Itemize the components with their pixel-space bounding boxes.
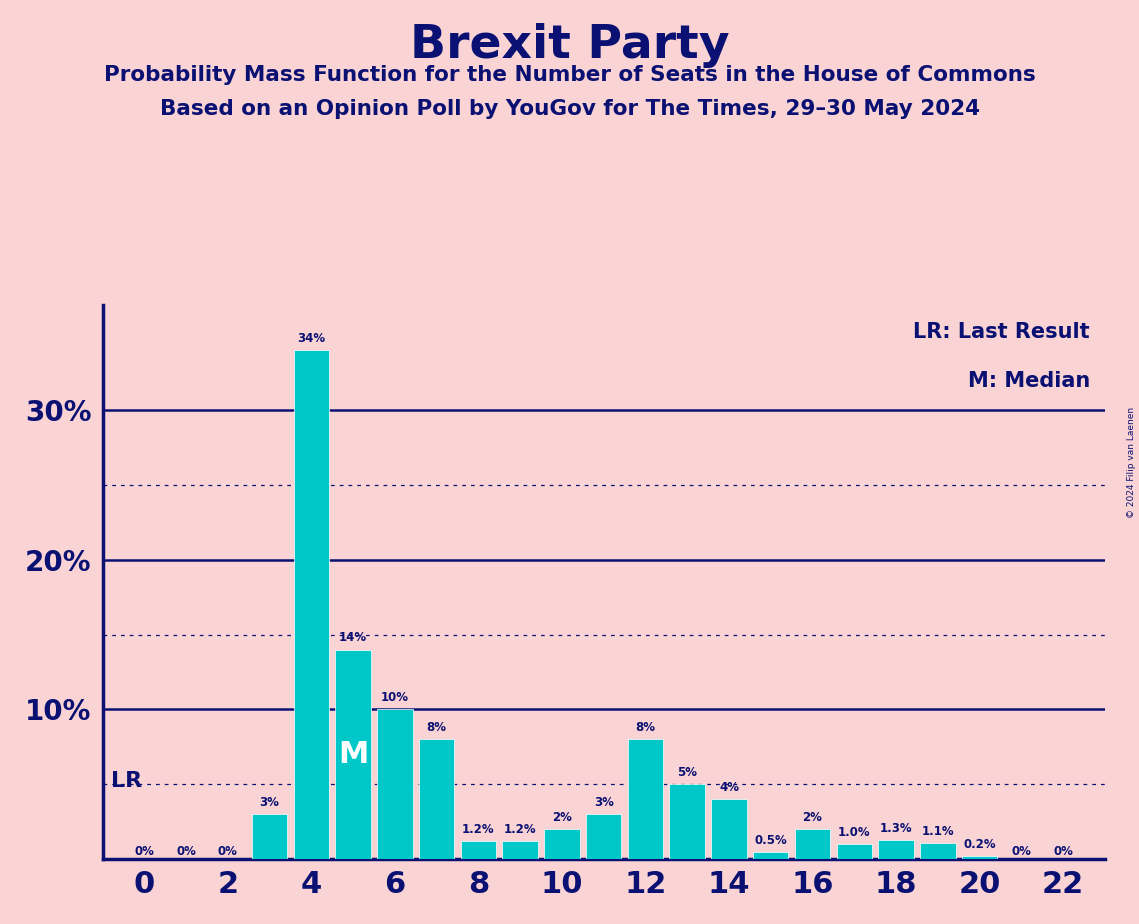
Text: 2%: 2% <box>803 811 822 824</box>
Bar <box>252 814 287 859</box>
Bar <box>419 739 454 859</box>
Text: Probability Mass Function for the Number of Seats in the House of Commons: Probability Mass Function for the Number… <box>104 65 1035 85</box>
Text: 1.0%: 1.0% <box>838 826 870 839</box>
Bar <box>753 852 788 859</box>
Text: 34%: 34% <box>297 332 326 345</box>
Text: 3%: 3% <box>260 796 279 809</box>
Bar <box>670 784 705 859</box>
Text: 5%: 5% <box>678 766 697 779</box>
Bar <box>961 857 998 859</box>
Bar <box>294 350 329 859</box>
Text: 1.2%: 1.2% <box>462 823 494 836</box>
Bar <box>711 799 747 859</box>
Text: LR: Last Result: LR: Last Result <box>913 322 1090 342</box>
Text: 0%: 0% <box>218 845 238 857</box>
Text: 0%: 0% <box>1054 845 1073 857</box>
Bar <box>585 814 622 859</box>
Text: 0%: 0% <box>1011 845 1031 857</box>
Text: 1.1%: 1.1% <box>921 824 954 837</box>
Bar <box>836 845 872 859</box>
Bar <box>544 830 580 859</box>
Text: 1.2%: 1.2% <box>503 823 536 836</box>
Text: 1.3%: 1.3% <box>879 821 912 834</box>
Text: 8%: 8% <box>636 722 655 735</box>
Bar <box>460 842 497 859</box>
Text: Based on an Opinion Poll by YouGov for The Times, 29–30 May 2024: Based on an Opinion Poll by YouGov for T… <box>159 99 980 119</box>
Text: 14%: 14% <box>339 631 367 644</box>
Text: Brexit Party: Brexit Party <box>410 23 729 68</box>
Text: 4%: 4% <box>719 781 739 794</box>
Bar <box>335 650 371 859</box>
Text: 0%: 0% <box>177 845 196 857</box>
Bar <box>628 739 663 859</box>
Bar <box>920 843 956 859</box>
Text: © 2024 Filip van Laenen: © 2024 Filip van Laenen <box>1126 407 1136 517</box>
Text: 2%: 2% <box>552 811 572 824</box>
Text: LR: LR <box>110 772 142 791</box>
Text: 0.2%: 0.2% <box>964 838 995 851</box>
Text: M: M <box>338 740 368 769</box>
Text: 8%: 8% <box>427 722 446 735</box>
Bar <box>795 830 830 859</box>
Text: 0.5%: 0.5% <box>754 833 787 846</box>
Text: 3%: 3% <box>593 796 614 809</box>
Text: M: Median: M: Median <box>967 371 1090 392</box>
Text: 0%: 0% <box>134 845 154 857</box>
Bar <box>502 842 538 859</box>
Bar <box>878 840 913 859</box>
Bar <box>377 710 412 859</box>
Text: 10%: 10% <box>380 691 409 704</box>
